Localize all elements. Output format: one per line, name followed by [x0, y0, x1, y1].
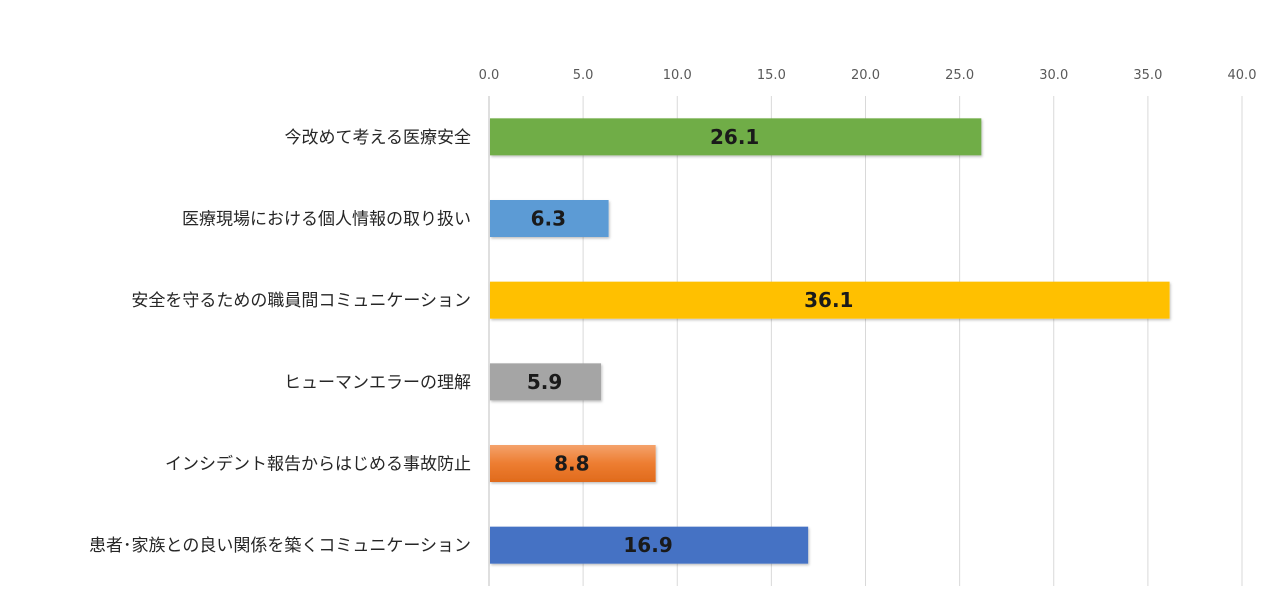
bar	[490, 281, 1170, 319]
x-tick-label: 25.0	[945, 68, 974, 83]
x-tick-label: 30.0	[1039, 68, 1068, 83]
x-tick-label: 20.0	[851, 68, 880, 83]
bar	[490, 118, 982, 156]
category-label: ヒューマンエラーの理解	[284, 373, 471, 393]
category-label: 医療現場における個人情報の取り扱い	[182, 210, 471, 230]
x-tick-label: 0.0	[479, 68, 500, 83]
bar-value-label: 16.9	[623, 533, 672, 557]
bar-value-label: 6.3	[531, 207, 566, 231]
bar	[490, 363, 602, 401]
category-labels: 今改めて考える医療安全医療現場における個人情報の取り扱い安全を守るための職員間コ…	[89, 128, 471, 556]
x-tick-label: 5.0	[573, 68, 594, 83]
category-label: インシデント報告からはじめる事故防止	[165, 454, 471, 475]
x-tick-labels: 0.0 5.0 10.0 15.0 20.0 25.0 30.0 35.0 40.0	[479, 68, 1257, 83]
bar	[490, 526, 809, 564]
x-tick-label: 15.0	[757, 68, 786, 83]
value-labels: 26.1 6.3 36.1 5.9 8.8 16.9	[527, 125, 854, 557]
category-label: 今改めて考える医療安全	[285, 128, 472, 148]
category-label: 患者･家族との良い関係を築くコミュニケーション	[89, 536, 471, 556]
bar	[490, 445, 656, 482]
x-tick-label: 40.0	[1228, 68, 1257, 83]
bar-value-label: 5.9	[527, 370, 562, 394]
category-label: 安全を守るための職員間コミュニケーション	[131, 291, 471, 311]
bar	[490, 200, 609, 237]
gridlines	[488, 96, 1243, 586]
x-tick-label: 10.0	[663, 68, 692, 83]
bar-value-label: 36.1	[804, 288, 853, 312]
bar-value-label: 8.8	[554, 452, 589, 476]
bar-value-label: 26.1	[710, 125, 759, 149]
x-tick-label: 35.0	[1133, 68, 1162, 83]
bars	[490, 118, 1170, 564]
